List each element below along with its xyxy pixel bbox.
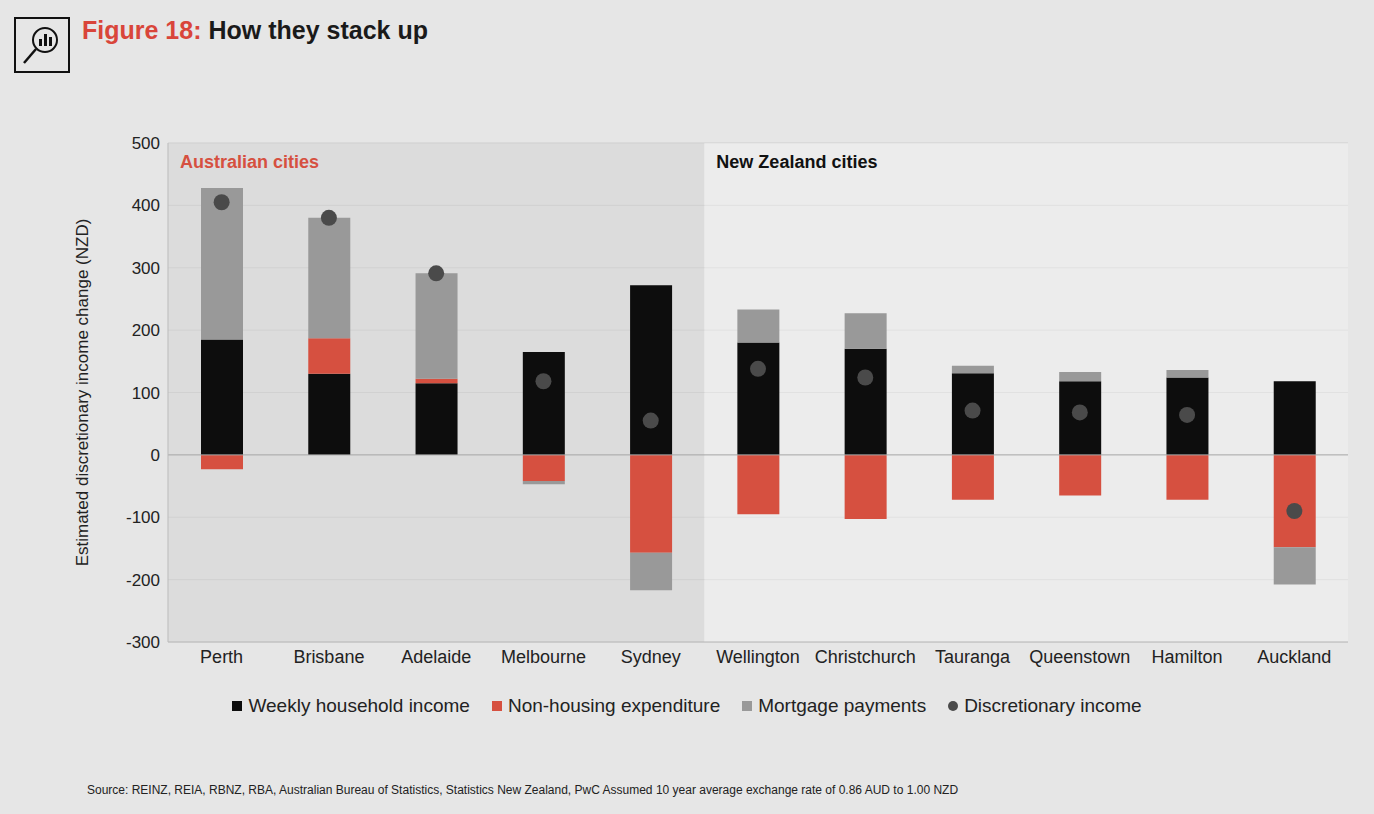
svg-text:-200: -200	[126, 571, 160, 590]
svg-text:Auckland: Auckland	[1257, 647, 1331, 667]
svg-text:Christchurch: Christchurch	[815, 647, 916, 667]
svg-text:400: 400	[132, 196, 160, 215]
html-text:Figure 18: How they stack up: Figure 18: How they stack up	[82, 16, 428, 44]
svg-text:-100: -100	[126, 508, 160, 527]
svg-text:Estimated discretionary income: Estimated discretionary income change (N…	[73, 219, 92, 567]
html-text:Source: REINZ, REIA, RBNZ, RBA: Source: REINZ, REIA, RBNZ, RBA, Australi…	[87, 783, 959, 797]
svg-text:0: 0	[151, 446, 160, 465]
svg-text:Brisbane: Brisbane	[293, 647, 364, 667]
svg-text:500: 500	[132, 134, 160, 153]
html-text:Weekly household income: Weekly household income	[248, 695, 470, 716]
svg-text:-300: -300	[126, 633, 160, 652]
html-text:Mortgage payments: Mortgage payments	[758, 695, 927, 716]
svg-text:100: 100	[132, 384, 160, 403]
svg-text:Wellington: Wellington	[716, 647, 800, 667]
svg-text:Sydney: Sydney	[621, 647, 681, 667]
svg-text:New Zealand cities: New Zealand cities	[716, 152, 877, 172]
svg-text:Queenstown: Queenstown	[1029, 647, 1130, 667]
svg-text:Perth: Perth	[200, 647, 243, 667]
svg-text:300: 300	[132, 259, 160, 278]
svg-text:Hamilton: Hamilton	[1152, 647, 1223, 667]
html-text:Non-housing expenditure: Non-housing expenditure	[507, 695, 721, 716]
html-text:Discretionary income: Discretionary income	[964, 695, 1142, 716]
svg-text:Adelaide: Adelaide	[401, 647, 471, 667]
svg-text:Melbourne: Melbourne	[501, 647, 586, 667]
svg-text:200: 200	[132, 321, 160, 340]
svg-text:Tauranga: Tauranga	[935, 647, 1011, 667]
svg-text:Australian cities: Australian cities	[180, 152, 319, 172]
